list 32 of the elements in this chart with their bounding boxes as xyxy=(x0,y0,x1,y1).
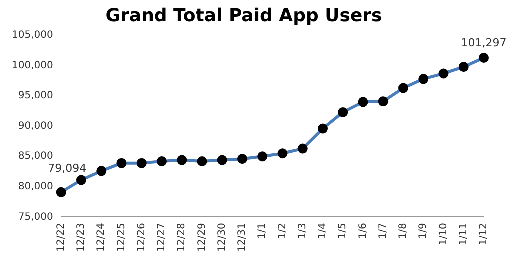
y-tick-label: 90,000 xyxy=(18,120,54,132)
x-tick-label: 12/26 xyxy=(136,223,148,252)
x-tick-label: 1/8 xyxy=(398,223,410,240)
y-tick-label: 95,000 xyxy=(18,90,54,102)
data-label: 79,094 xyxy=(48,162,87,175)
x-tick-label: 1/3 xyxy=(297,223,308,240)
chart-title: Grand Total Paid App Users xyxy=(106,5,382,26)
x-tick-label: 12/23 xyxy=(76,223,88,252)
y-tick-label: 85,000 xyxy=(18,151,54,162)
x-tick-label: 12/24 xyxy=(96,223,108,252)
x-tick-label: 12/28 xyxy=(176,223,188,252)
x-tick-label: 1/4 xyxy=(318,223,329,240)
y-tick-label: 100,000 xyxy=(12,60,54,72)
x-tick-label: 12/29 xyxy=(196,223,208,252)
x-tick-label: 12/25 xyxy=(116,223,128,252)
y-tick-label: 105,000 xyxy=(12,30,54,42)
x-tick-label: 1/7 xyxy=(378,223,389,240)
data-label: 101,297 xyxy=(461,36,507,50)
x-tick-label: 1/9 xyxy=(418,223,430,240)
x-tick-label: 1/1 xyxy=(257,223,268,240)
x-tick-label: 1/2 xyxy=(277,223,288,240)
x-tick-label: 1/6 xyxy=(358,223,369,240)
x-tick-label: 12/22 xyxy=(56,223,67,252)
x-tick-label: 1/12 xyxy=(478,223,490,246)
x-tick-label: 12/27 xyxy=(156,223,168,252)
x-tick-label: 12/30 xyxy=(216,223,228,252)
x-tick-label: 12/31 xyxy=(237,223,248,252)
x-tick-label: 1/5 xyxy=(338,223,349,240)
x-tick-label: 1/10 xyxy=(438,223,450,246)
y-tick-label: 80,000 xyxy=(18,182,54,193)
y-tick-label: 75,000 xyxy=(18,212,54,223)
x-tick-label: 1/11 xyxy=(458,223,470,246)
